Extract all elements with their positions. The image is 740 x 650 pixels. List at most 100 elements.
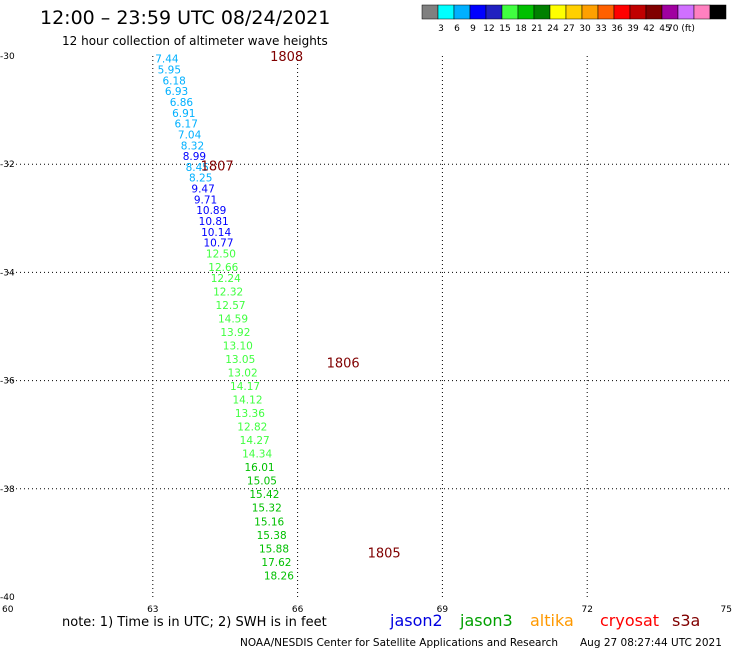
chart-title: 12:00 – 23:59 UTC 08/24/2021 bbox=[40, 7, 330, 29]
y-tick-label: -40 bbox=[0, 593, 15, 603]
swh-value: 15.16 bbox=[254, 516, 284, 528]
y-tick-label: -36 bbox=[0, 377, 15, 387]
swh-value: 12.57 bbox=[216, 300, 246, 312]
swh-value: 14.17 bbox=[230, 381, 260, 393]
x-tick-label: 60 bbox=[2, 605, 14, 615]
satellite-legend: jason2 jason3 altika cryosat s3a bbox=[389, 611, 700, 630]
swh-value: 10.81 bbox=[199, 216, 229, 228]
colorbar-label: 3 bbox=[438, 24, 444, 34]
colorbar-label: 42 bbox=[643, 24, 654, 34]
swh-value: 8.99 bbox=[183, 151, 206, 163]
swh-value: 13.02 bbox=[228, 367, 258, 379]
colorbar-label: 30 bbox=[579, 24, 591, 34]
generated-timestamp: Aug 27 08:27:44 UTC 2021 bbox=[580, 637, 722, 649]
swh-value: 6.18 bbox=[162, 75, 185, 87]
swh-value: 15.32 bbox=[252, 503, 282, 515]
colorbar-label: 45 bbox=[659, 24, 670, 34]
satellite-legend-item: cryosat bbox=[600, 611, 659, 630]
swh-value: 6.86 bbox=[170, 97, 194, 109]
swh-value: 6.93 bbox=[165, 86, 188, 98]
swh-value: 9.47 bbox=[191, 184, 214, 196]
colorbar-swatch bbox=[677, 4, 695, 20]
colorbar-swatch bbox=[613, 4, 631, 20]
swh-value: 14.34 bbox=[242, 449, 272, 461]
y-tick-label: -32 bbox=[0, 160, 15, 170]
colorbar-label: 27 bbox=[563, 24, 574, 34]
colorbar-swatch bbox=[549, 4, 567, 20]
footer-note: note: 1) Time is in UTC; 2) SWH is in fe… bbox=[62, 615, 327, 630]
colorbar-label: 6 bbox=[454, 24, 460, 34]
colorbar-swatch bbox=[501, 4, 519, 20]
swh-value: 15.42 bbox=[249, 489, 279, 501]
x-tick-label: 66 bbox=[292, 605, 304, 615]
colorbar-label: 15 bbox=[499, 24, 510, 34]
colorbar-swatch bbox=[565, 4, 583, 20]
satellite-legend-item: jason2 bbox=[389, 611, 443, 630]
x-tick-label: 69 bbox=[437, 605, 449, 615]
swh-value: 14.12 bbox=[232, 395, 262, 407]
swh-value: 18.26 bbox=[264, 570, 294, 582]
swh-value: 10.14 bbox=[201, 227, 231, 239]
pass-label: 1807 bbox=[201, 159, 234, 174]
colorbar-swatch bbox=[581, 4, 599, 20]
y-tick-label: -38 bbox=[0, 485, 15, 495]
colorbar-swatch bbox=[453, 4, 471, 20]
colorbar-swatch bbox=[469, 4, 487, 20]
swh-value: 15.05 bbox=[247, 476, 277, 488]
swh-value: 14.27 bbox=[240, 435, 270, 447]
colorbar-label: 12 bbox=[483, 24, 494, 34]
colorbar-swatch bbox=[709, 4, 727, 20]
satellite-legend-item: altika bbox=[530, 611, 574, 630]
colorbar-swatch bbox=[485, 4, 503, 20]
swh-value: 15.38 bbox=[257, 530, 287, 542]
colorbar-label: 21 bbox=[531, 24, 542, 34]
pass-label: 1806 bbox=[327, 357, 360, 372]
swh-value: 13.36 bbox=[235, 408, 265, 420]
swh-value: 12.66 bbox=[208, 262, 238, 274]
colorbar-swatch bbox=[629, 4, 647, 20]
swh-value: 8.45 bbox=[186, 162, 209, 174]
swh-value: 14.59 bbox=[218, 313, 248, 325]
swh-value: 17.62 bbox=[261, 557, 291, 569]
x-tick-label: 72 bbox=[581, 605, 592, 615]
swh-value: 7.04 bbox=[178, 129, 202, 141]
colorbar-label: 24 bbox=[547, 24, 559, 34]
colorbar-swatch bbox=[661, 4, 679, 20]
swh-value: 8.25 bbox=[189, 173, 212, 185]
swh-value: 12.50 bbox=[206, 248, 236, 260]
satellite-legend-item: s3a bbox=[672, 611, 700, 630]
swh-value: 9.71 bbox=[194, 194, 217, 206]
swh-value: 12.32 bbox=[213, 286, 243, 298]
colorbar-swatch bbox=[533, 4, 551, 20]
swh-value: 10.89 bbox=[196, 205, 226, 217]
colorbar-swatch bbox=[437, 4, 455, 20]
axis-ticks: -30 -32 -34 -36 -38 -40 60 63 66 69 72 75 bbox=[0, 52, 732, 615]
swh-value: 6.17 bbox=[175, 119, 198, 131]
swh-value: 7.44 bbox=[155, 54, 179, 66]
swh-value: 6.91 bbox=[172, 108, 195, 120]
credit-text: NOAA/NESDIS Center for Satellite Applica… bbox=[240, 637, 558, 649]
colorbar-swatch bbox=[517, 4, 535, 20]
swh-value: 13.92 bbox=[220, 327, 250, 339]
colorbar-swatch bbox=[421, 4, 439, 20]
satellite-legend-item: jason3 bbox=[459, 611, 513, 630]
pass-label: 1805 bbox=[368, 547, 401, 562]
x-tick-label: 63 bbox=[147, 605, 158, 615]
colorbar-label: 33 bbox=[595, 24, 606, 34]
swh-value: 15.88 bbox=[259, 543, 289, 555]
y-tick-label: -30 bbox=[0, 52, 15, 62]
swh-value: 8.32 bbox=[181, 140, 204, 152]
swh-value: 5.95 bbox=[158, 65, 181, 77]
colorbar-swatch bbox=[597, 4, 615, 20]
swh-values: 7.445.956.186.936.866.916.177.048.328.99… bbox=[155, 54, 294, 583]
grid-lines bbox=[8, 56, 732, 597]
colorbar-label: 9 bbox=[470, 24, 476, 34]
swh-value: 12.82 bbox=[237, 422, 267, 434]
swh-value: 13.05 bbox=[225, 354, 255, 366]
swh-value: 13.10 bbox=[223, 340, 253, 352]
pass-labels: 1808 1807 1806 1805 bbox=[201, 50, 401, 562]
x-tick-label: 75 bbox=[721, 605, 732, 615]
colorbar-label: 70 (ft) bbox=[667, 24, 695, 34]
